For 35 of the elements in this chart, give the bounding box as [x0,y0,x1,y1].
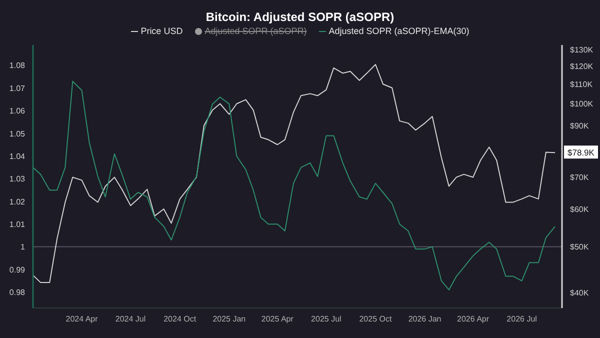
y2-tick-label: $90K [570,121,590,130]
y2-tick-label: $70K [570,173,590,182]
legend-label: Adjusted SOPR (aSOPR) [204,26,307,36]
legend-label: Adjusted SOPR (aSOPR)-EMA(30) [328,26,470,36]
y-tick-label: 1.02 [9,197,26,206]
y-tick-label: 1.06 [9,106,26,116]
x-tick-label: 2024 Jul [115,314,146,324]
x-tick-label: 2025 Oct [359,314,392,324]
x-tick-label: 2026 Jan [408,314,442,324]
y2-tick-label: $60K [570,204,590,214]
y2-tick-label: $130K [570,46,594,55]
y-tick-label: 1 [20,242,26,252]
y-tick-label: 0.99 [9,265,26,274]
x-tick-label: 2024 Apr [66,314,98,324]
text: $78.9K [568,148,595,158]
x-tick-label: 2026 Apr [457,314,490,324]
y2-tick-label: $110K [570,80,594,89]
y-tick-label: 1.01 [9,220,26,229]
y-tick-label: 1.05 [9,129,26,138]
y-tick-label: 1.04 [9,152,26,161]
x-tick-label: 2026 Jul [506,314,538,324]
x-tick-label: 2024 Oct [164,314,197,324]
y-tick-label: 1.07 [9,84,26,93]
y2-tick-label: $40K [570,288,590,298]
y2-tick-label: $50K [570,242,590,252]
y-tick-label: 1.03 [9,174,26,184]
chart-title: Bitcoin: Adjusted SOPR (aSOPR) [204,10,396,24]
y2-tick-label: $100K [570,100,594,109]
legend-label: Price USD [140,26,183,36]
x-tick-label: 2025 Apr [261,314,294,324]
y-tick-label: 1.08 [9,61,26,70]
x-tick-label: 2025 Jul [311,314,342,324]
x-tick-label: 2025 Jan [212,314,246,324]
y-tick-label: 0.98 [9,288,26,297]
y2-tick-label: $120K [570,62,594,72]
